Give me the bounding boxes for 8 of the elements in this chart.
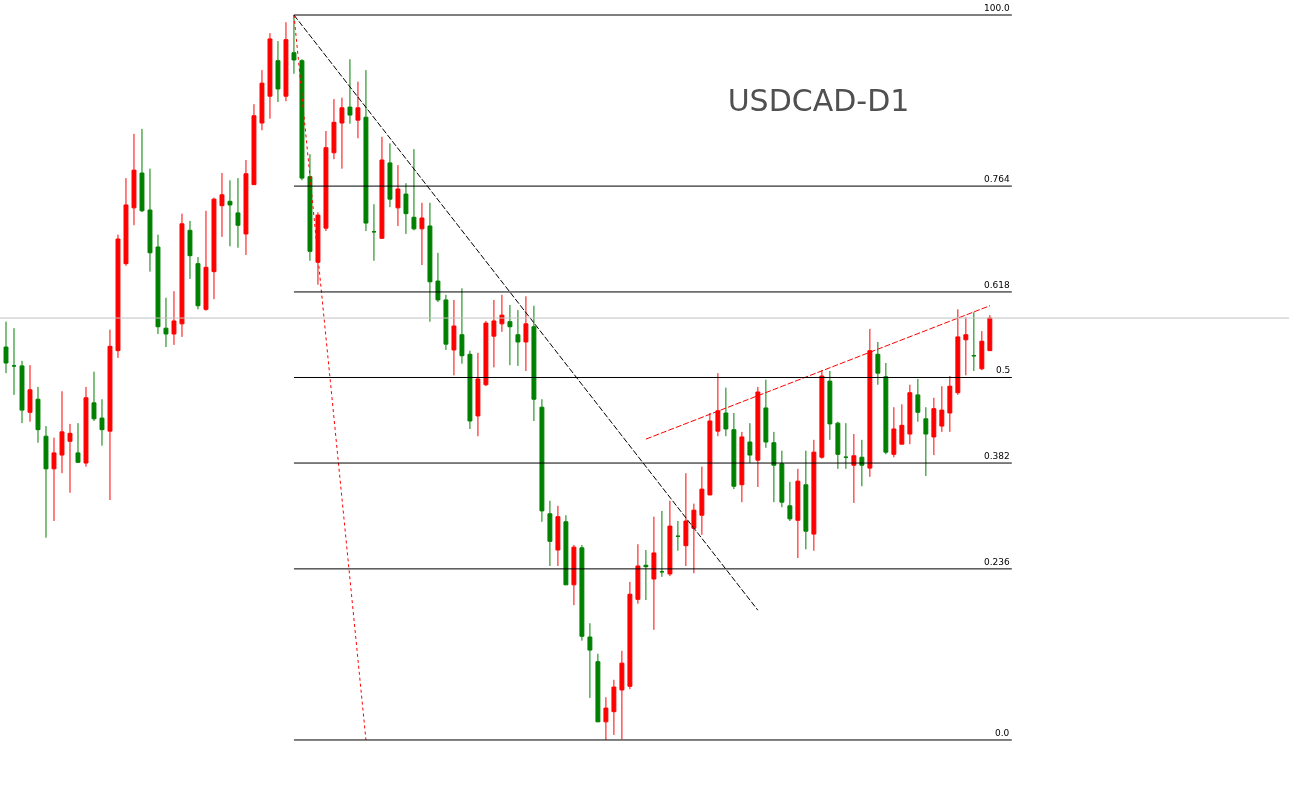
ref-line-label: 0.5: [996, 365, 1011, 375]
ref-line-label: 0.618: [984, 280, 1011, 290]
ref-line-label: 0.764: [984, 174, 1011, 184]
ref-line-label: 0.382: [984, 451, 1010, 461]
ref-line-label: 0.236: [984, 557, 1011, 567]
ref-line-label: 100.0: [984, 3, 1011, 13]
ref-line-label: 0.0: [995, 728, 1010, 738]
text: USDCAD-D1: [727, 82, 910, 118]
